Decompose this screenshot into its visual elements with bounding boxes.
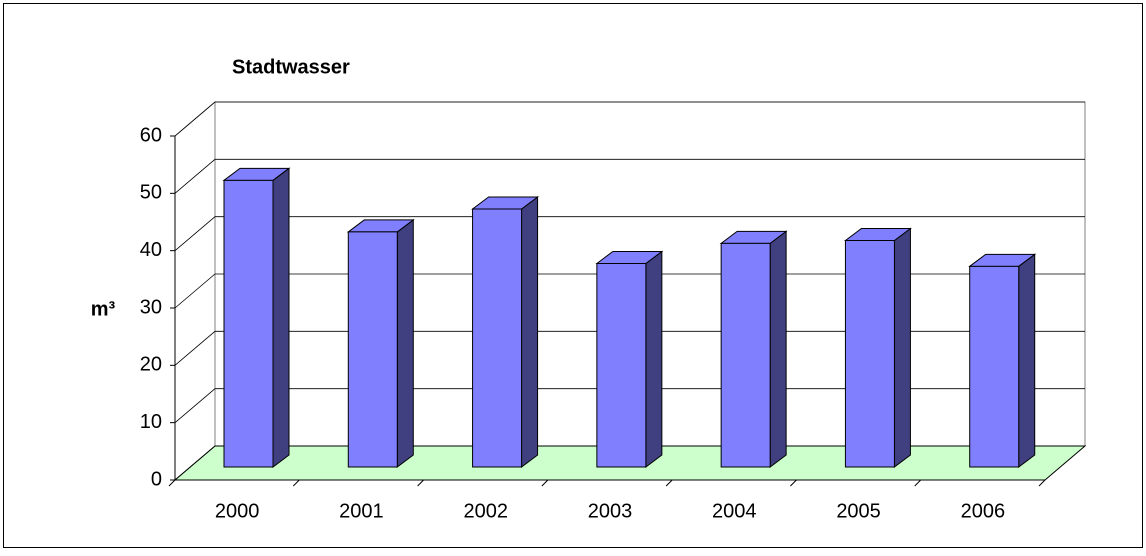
chart-title: Stadtwasser bbox=[232, 56, 350, 78]
bar bbox=[968, 253, 1037, 469]
grid-line bbox=[174, 273, 1085, 309]
bar-front bbox=[969, 265, 1020, 468]
x-tick bbox=[417, 479, 424, 487]
bar-front bbox=[844, 240, 895, 468]
grid-line bbox=[174, 158, 1085, 194]
x-tick bbox=[1038, 479, 1046, 487]
x-tick-label: 2004 bbox=[712, 500, 757, 522]
y-tick-label: 60 bbox=[140, 124, 162, 146]
x-tick bbox=[790, 479, 797, 487]
x-tick-label: 2002 bbox=[463, 500, 508, 522]
bar bbox=[222, 167, 291, 468]
grid-line bbox=[174, 388, 1085, 423]
bar-side bbox=[1018, 253, 1036, 469]
y-tick-label: 30 bbox=[140, 296, 162, 318]
y-axis-label: m³ bbox=[91, 298, 116, 320]
grid-line bbox=[174, 216, 1085, 251]
x-tick bbox=[914, 479, 922, 487]
x-tick bbox=[292, 479, 300, 487]
x-tick-label: 2001 bbox=[339, 500, 384, 522]
bar-front bbox=[223, 179, 274, 468]
x-tick bbox=[665, 479, 673, 487]
bar-side bbox=[645, 250, 663, 468]
bar-front bbox=[596, 262, 647, 468]
y-tick-label: 0 bbox=[151, 468, 162, 490]
grid-line bbox=[174, 445, 1085, 481]
bar-side bbox=[521, 196, 539, 468]
bar-side bbox=[893, 227, 911, 468]
bar-side bbox=[396, 218, 414, 468]
bar-side bbox=[272, 167, 290, 468]
bar-side bbox=[769, 230, 787, 468]
bar-front bbox=[347, 231, 398, 468]
x-tick-label: 2000 bbox=[215, 500, 260, 522]
y-tick-label: 20 bbox=[140, 354, 162, 376]
x-tick-label: 2003 bbox=[588, 500, 633, 522]
bar bbox=[346, 218, 415, 468]
y-tick-label: 50 bbox=[140, 182, 162, 204]
bar bbox=[843, 227, 912, 468]
y-tick-label: 40 bbox=[140, 239, 162, 261]
bar-front bbox=[472, 208, 523, 468]
x-tick-label: 2006 bbox=[961, 500, 1006, 522]
bar-front bbox=[720, 242, 771, 468]
grid-line bbox=[174, 101, 1085, 137]
x-tick bbox=[541, 479, 549, 487]
x-tick bbox=[168, 479, 176, 487]
bar bbox=[595, 250, 664, 468]
y-tick-label: 10 bbox=[140, 411, 162, 433]
bar bbox=[719, 230, 788, 468]
x-tick-label: 2005 bbox=[836, 500, 881, 522]
grid-line bbox=[174, 330, 1085, 366]
bar bbox=[471, 196, 540, 468]
